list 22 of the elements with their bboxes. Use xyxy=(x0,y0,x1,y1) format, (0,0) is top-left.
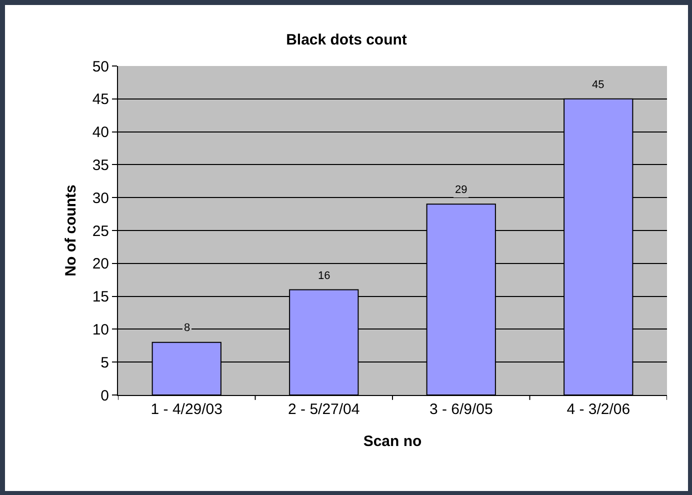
y-tick-label: 0 xyxy=(100,387,109,404)
y-tick-label: 25 xyxy=(92,222,109,240)
x-tick-label: 1 - 4/29/03 xyxy=(150,401,222,418)
x-tick-label: 3 - 6/9/05 xyxy=(429,401,493,418)
y-tick-label: 10 xyxy=(92,321,109,338)
y-tick-label: 5 xyxy=(100,354,109,372)
y-axis-title: No of counts xyxy=(62,184,80,276)
chart-title: Black dots count xyxy=(286,31,407,48)
data-label: 45 xyxy=(592,79,604,91)
x-tick-label: 4 - 3/2/06 xyxy=(566,401,630,418)
y-tick-label: 30 xyxy=(92,190,109,207)
data-label: 29 xyxy=(455,184,468,196)
y-tick-label: 50 xyxy=(92,58,109,76)
y-tick-label: 15 xyxy=(92,288,109,306)
x-tick-label: 2 - 5/27/04 xyxy=(288,401,360,418)
y-tick-label: 40 xyxy=(92,124,109,142)
y-tick-label: 45 xyxy=(92,91,109,108)
y-tick-label: 20 xyxy=(92,256,109,273)
x-axis-title: Scan no xyxy=(363,433,422,450)
data-label: 8 xyxy=(184,322,190,334)
data-label: 16 xyxy=(318,270,330,282)
y-tick-label: 35 xyxy=(92,156,109,174)
